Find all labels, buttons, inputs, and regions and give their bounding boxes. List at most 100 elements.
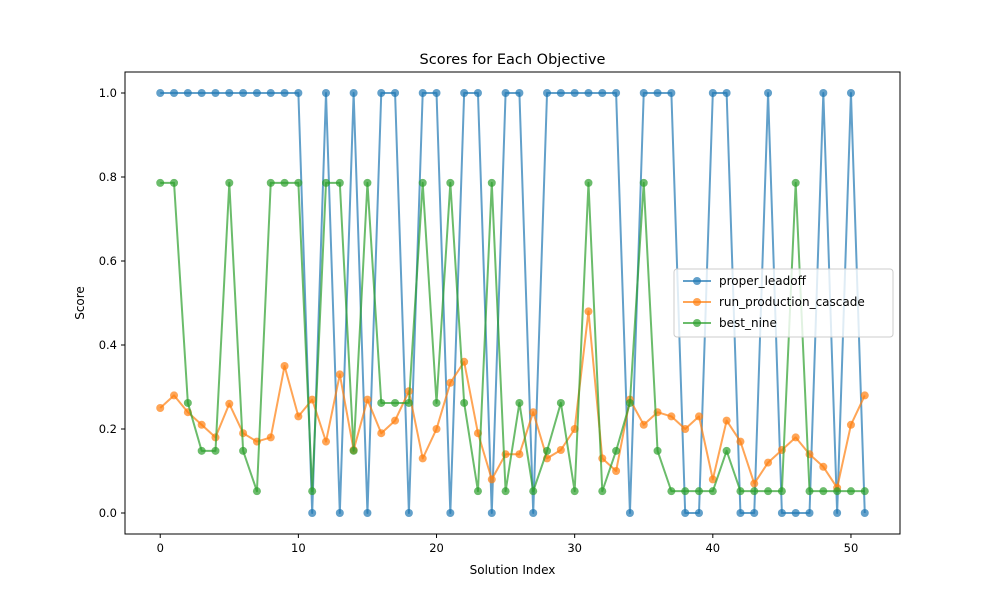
- legend-label: proper_leadoff: [719, 274, 807, 288]
- data-point: [736, 509, 745, 517]
- data-point: [377, 429, 386, 438]
- series-best-nine: [156, 178, 869, 496]
- data-point: [653, 446, 662, 455]
- data-point: [791, 509, 800, 517]
- series-line: [159, 310, 866, 489]
- data-point: [252, 89, 261, 97]
- data-point: [777, 509, 786, 517]
- data-point: [694, 412, 703, 421]
- data-point: [308, 487, 317, 496]
- data-point: [308, 395, 317, 404]
- data-point: [335, 370, 344, 379]
- y-axis-label: Score: [73, 286, 87, 320]
- data-point: [529, 509, 538, 517]
- data-point: [294, 178, 303, 187]
- series-proper-leadoff: [156, 89, 869, 517]
- x-axis-label: Solution Index: [470, 563, 556, 577]
- data-point: [667, 412, 676, 421]
- data-point: [764, 458, 773, 467]
- data-point: [460, 89, 469, 97]
- data-point: [819, 89, 828, 97]
- data-point: [335, 509, 344, 517]
- tick-layer: 0 10 20 30 40 50 0.0 0.2 0.4 0.6 0.8 1.0: [99, 86, 859, 555]
- data-point: [377, 398, 386, 407]
- series-line: [160, 92, 866, 514]
- data-point: [833, 509, 842, 517]
- data-point: [791, 178, 800, 187]
- data-point: [736, 487, 745, 496]
- data-point: [266, 178, 275, 187]
- legend: proper_leadoff run_production_cascadebest…: [673, 268, 894, 338]
- data-point: [819, 462, 828, 471]
- x-tick-label: 20: [429, 541, 444, 555]
- data-point: [722, 446, 731, 455]
- data-point: [501, 487, 510, 496]
- data-point: [750, 509, 759, 517]
- data-point: [805, 487, 814, 496]
- data-point: [391, 89, 400, 97]
- data-point: [764, 487, 773, 496]
- data-point: [280, 89, 289, 97]
- data-point: [156, 89, 165, 97]
- data-point: [846, 420, 855, 429]
- data-point: [570, 487, 579, 496]
- data-point: [170, 178, 179, 187]
- plot-frame: [124, 71, 901, 535]
- data-point: [805, 509, 814, 517]
- series-line: [160, 181, 865, 493]
- data-point: [418, 178, 427, 187]
- chart-title: Scores for Each Objective: [420, 52, 606, 68]
- x-tick-label: 0: [157, 541, 164, 555]
- data-point: [681, 487, 690, 496]
- series-layer: [156, 89, 869, 517]
- data-point: [404, 398, 413, 407]
- data-point: [708, 487, 717, 496]
- data-point: [612, 89, 621, 97]
- data-point: [653, 89, 662, 97]
- data-point: [722, 416, 731, 425]
- data-point: [183, 89, 192, 97]
- data-point: [556, 398, 565, 407]
- data-point: [322, 437, 331, 446]
- legend-box: [673, 268, 894, 338]
- data-point: [170, 89, 179, 97]
- data-point: [211, 89, 220, 97]
- data-point: [418, 89, 427, 97]
- data-point: [667, 89, 676, 97]
- data-point: [280, 362, 289, 370]
- data-point: [183, 398, 192, 407]
- data-point: [736, 437, 745, 446]
- data-point: [280, 178, 289, 187]
- data-point: [543, 446, 552, 455]
- data-point: [860, 391, 869, 400]
- data-point: [349, 89, 358, 97]
- data-point: [598, 89, 607, 97]
- data-point: [252, 487, 261, 496]
- data-point: [197, 89, 206, 97]
- data-point: [211, 446, 220, 455]
- data-point: [846, 487, 855, 496]
- data-point: [335, 178, 344, 187]
- data-point: [432, 398, 441, 407]
- data-point: [570, 89, 579, 97]
- data-point: [639, 420, 648, 429]
- data-point: [501, 450, 510, 459]
- data-point: [667, 487, 676, 496]
- data-point: [750, 487, 759, 496]
- data-point: [487, 178, 496, 187]
- data-point: [598, 454, 607, 463]
- x-tick-label: 40: [705, 541, 720, 555]
- data-point: [266, 89, 275, 97]
- data-point: [777, 487, 786, 496]
- data-point: [225, 399, 234, 408]
- data-point: [363, 178, 372, 187]
- data-point: [363, 395, 372, 404]
- legend-swatch-marker: [693, 298, 701, 306]
- data-point: [322, 89, 331, 97]
- y-tick-label: 0.2: [99, 422, 117, 436]
- data-point: [294, 89, 303, 97]
- data-point: [322, 178, 331, 187]
- data-point: [515, 450, 524, 459]
- data-point: [764, 89, 773, 97]
- data-point: [625, 398, 634, 407]
